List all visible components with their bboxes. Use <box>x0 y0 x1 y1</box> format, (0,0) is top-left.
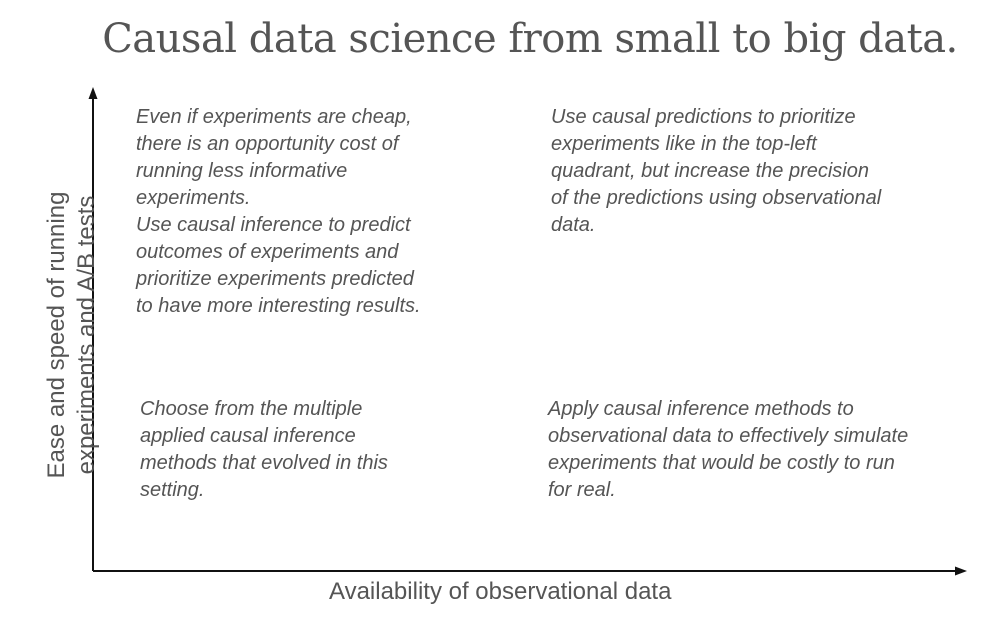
diagram-title: Causal data science from small to big da… <box>102 16 958 62</box>
quadrant-top-right-text: Use causal predictions to prioritize exp… <box>551 106 882 236</box>
quadrant-bottom-right-text: Apply causal inference methods to observ… <box>548 398 909 501</box>
x-axis-label: Availability of observational data <box>329 578 672 605</box>
quadrant-top-left-text: Even if experiments are cheap, there is … <box>136 106 421 317</box>
y-axis-arrowhead <box>88 87 98 99</box>
y-axis-label: Ease and speed of running experiments an… <box>43 191 100 479</box>
quadrant-bottom-left-text: Choose from the multiple applied causal … <box>140 398 388 501</box>
x-axis-arrowhead <box>955 566 967 576</box>
